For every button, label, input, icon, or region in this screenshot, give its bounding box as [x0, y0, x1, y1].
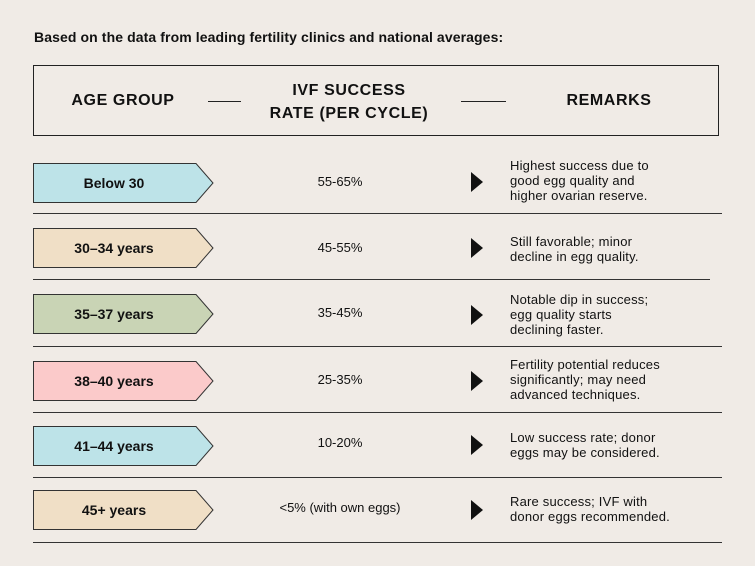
- age-tag-shape: [33, 163, 214, 203]
- header-success-rate: IVF SUCCESS RATE (PER CYCLE): [247, 79, 451, 125]
- success-rate-value: <5% (with own eggs): [279, 500, 401, 515]
- header-divider-left: [208, 101, 241, 102]
- age-tag-fill: [33, 228, 214, 268]
- age-tag-shape: [33, 228, 214, 268]
- remark-line: Still favorable; minor: [510, 234, 633, 249]
- table-row: 38–40 years 25-35% Fertility potential r…: [33, 347, 722, 413]
- age-tag-fill: [33, 361, 214, 401]
- table-row: 41–44 years 10-20% Low success rate; don…: [33, 413, 722, 478]
- header-success-rate-line2: RATE (PER CYCLE): [269, 105, 429, 122]
- age-tag: 45+ years: [33, 490, 215, 530]
- remark-line: Highest success due to: [510, 158, 649, 173]
- age-group-label: 45+ years: [81, 502, 147, 518]
- arrow-right-icon: [471, 172, 483, 192]
- age-group-label: Below 30: [83, 175, 145, 191]
- arrow-right-icon: [471, 305, 483, 325]
- success-rate-value: 25-35%: [317, 372, 363, 387]
- remark-text: Highest success due to good egg quality …: [510, 158, 722, 203]
- age-tag: Below 30: [33, 163, 215, 203]
- remark-line: egg quality starts: [510, 307, 612, 322]
- remark-text: Notable dip in success; egg quality star…: [510, 292, 722, 337]
- remark-text: Fertility potential reduces significantl…: [510, 357, 722, 402]
- row-divider: [33, 477, 722, 478]
- remark-line: advanced techniques.: [510, 387, 641, 402]
- remark-line: higher ovarian reserve.: [510, 188, 648, 203]
- remark-text: Still favorable; minor decline in egg qu…: [510, 234, 722, 264]
- arrow-right-icon: [471, 500, 483, 520]
- age-tag: 35–37 years: [33, 294, 215, 334]
- success-rate-value: 10-20%: [317, 435, 363, 450]
- row-divider: [33, 213, 722, 214]
- age-tag-fill: [33, 163, 214, 203]
- age-tag: 30–34 years: [33, 228, 215, 268]
- intro-text: Based on the data from leading fertility…: [34, 29, 504, 45]
- success-rate-value: 35-45%: [317, 305, 363, 320]
- age-tag-shape: [33, 426, 214, 466]
- table-row: 45+ years <5% (with own eggs) Rare succe…: [33, 478, 722, 543]
- remark-line: declining faster.: [510, 322, 604, 337]
- age-tag: 38–40 years: [33, 361, 215, 401]
- age-tag-fill: [33, 490, 214, 530]
- header-divider-right: [461, 101, 506, 102]
- remark-line: donor eggs recommended.: [510, 509, 670, 524]
- age-group-label: 41–44 years: [74, 438, 154, 454]
- remark-line: Low success rate; donor: [510, 430, 656, 445]
- header-remarks: REMARKS: [566, 92, 652, 109]
- remark-line: decline in egg quality.: [510, 249, 639, 264]
- age-tag: 41–44 years: [33, 426, 215, 466]
- success-rate-value: 55-65%: [317, 174, 363, 189]
- row-divider: [33, 279, 710, 280]
- remark-line: significantly; may need: [510, 372, 647, 387]
- remark-line: Rare success; IVF with: [510, 494, 648, 509]
- arrow-right-icon: [471, 435, 483, 455]
- arrow-right-icon: [471, 371, 483, 391]
- table-row: 35–37 years 35-45% Notable dip in succes…: [33, 280, 722, 347]
- age-tag-fill: [33, 294, 214, 334]
- table-row: Below 30 55-65% Highest success due to g…: [33, 150, 722, 214]
- row-divider: [33, 346, 722, 347]
- age-group-label: 35–37 years: [74, 306, 154, 322]
- remark-text: Low success rate; donor eggs may be cons…: [510, 430, 722, 460]
- age-tag-fill: [33, 426, 214, 466]
- remark-line: eggs may be considered.: [510, 445, 660, 460]
- table-header: AGE GROUP IVF SUCCESS RATE (PER CYCLE) R…: [33, 65, 719, 136]
- arrow-right-icon: [471, 238, 483, 258]
- success-rate-value: 45-55%: [317, 240, 363, 255]
- age-tag-shape: [33, 361, 214, 401]
- remark-line: Notable dip in success;: [510, 292, 649, 307]
- row-divider: [33, 412, 722, 413]
- row-divider: [33, 542, 722, 543]
- remark-text: Rare success; IVF with donor eggs recomm…: [510, 494, 722, 524]
- age-tag-shape: [33, 490, 214, 530]
- table-row: 30–34 years 45-55% Still favorable; mino…: [33, 214, 722, 280]
- header-age-group: AGE GROUP: [71, 92, 175, 109]
- header-success-rate-line1: IVF SUCCESS: [292, 82, 406, 99]
- age-tag-shape: [33, 294, 214, 334]
- age-group-label: 30–34 years: [74, 240, 154, 256]
- age-group-label: 38–40 years: [74, 373, 154, 389]
- remark-line: Fertility potential reduces: [510, 357, 660, 372]
- remark-line: good egg quality and: [510, 173, 635, 188]
